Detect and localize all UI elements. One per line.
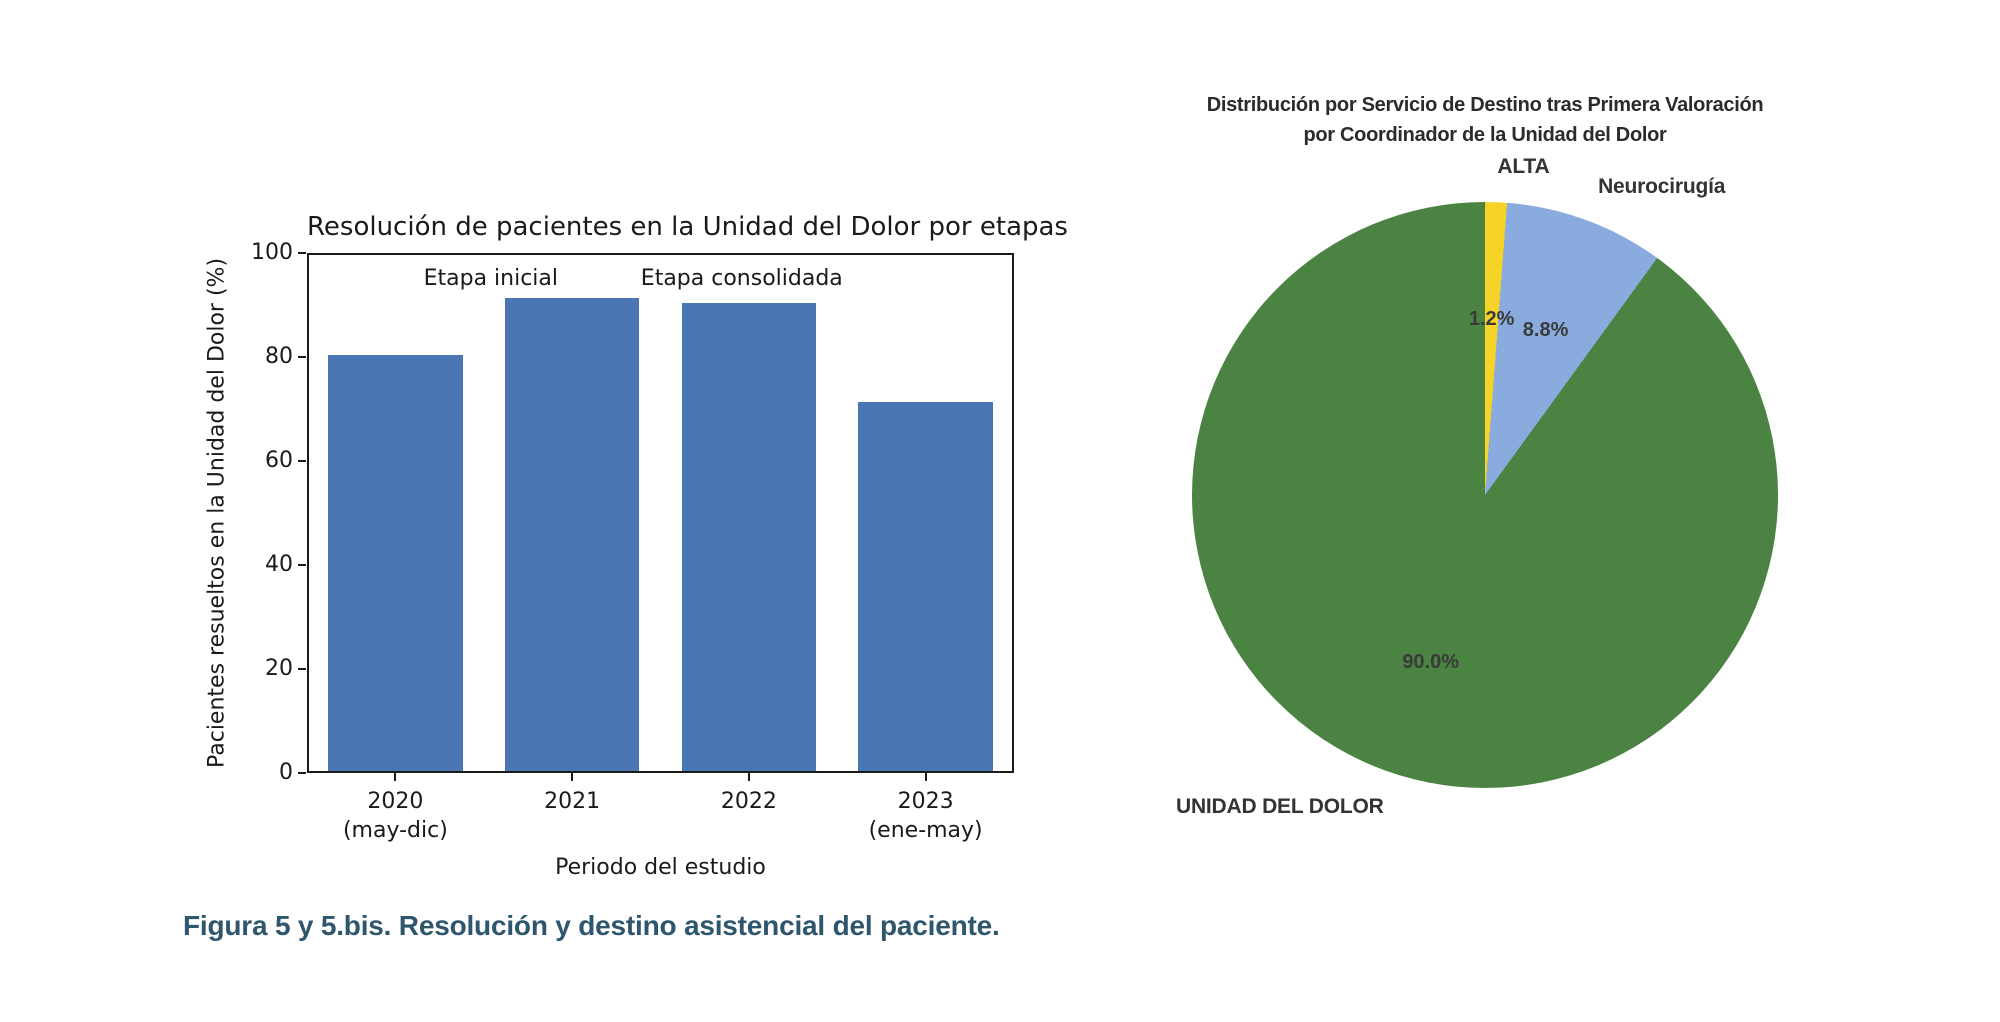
pie-chart-title-line2: por Coordinador de la Unidad del Dolor bbox=[1303, 124, 1667, 146]
pie-label-unidad-del-dolor: UNIDAD DEL DOLOR bbox=[1175, 795, 1384, 819]
y-tick-mark bbox=[298, 668, 306, 670]
bar-2021 bbox=[504, 297, 640, 771]
x-tick-label-2022: 2022 bbox=[720, 789, 777, 814]
bar-chart-x-axis-label: Periodo del estudio bbox=[555, 855, 766, 880]
x-tick-label-2021: 2021 bbox=[544, 789, 601, 814]
bar-annotation-1: Etapa consolidada bbox=[640, 266, 843, 291]
pie-pct-1.2%: 1.2% bbox=[1468, 308, 1515, 331]
pie-pct-90.0%: 90.0% bbox=[1402, 651, 1460, 674]
x-tick-mark bbox=[394, 773, 397, 781]
x-tick-mark bbox=[747, 773, 750, 781]
figure-caption: Figura 5 y 5.bis. Resolución y destino a… bbox=[183, 910, 1000, 941]
pie-pct-8.8%: 8.8% bbox=[1522, 318, 1569, 341]
bar-2023 bbox=[858, 401, 993, 771]
bar-annotation-0: Etapa inicial bbox=[423, 266, 559, 291]
y-tick-label-80: 80 bbox=[265, 344, 293, 369]
bar-2020 bbox=[328, 355, 463, 771]
x-tick-label-2020: 2020 (may-dic) bbox=[342, 789, 448, 843]
x-tick-label-2023: 2023 (ene-may) bbox=[868, 789, 983, 843]
bar-chart-title: Resolución de pacientes en la Unidad del… bbox=[307, 212, 1068, 242]
pie-chart-title: Distribución por Servicio de Destino tra… bbox=[1085, 90, 1885, 150]
pie-label-alta: ALTA bbox=[1497, 155, 1550, 179]
y-tick-label-100: 100 bbox=[251, 240, 293, 265]
y-tick-mark bbox=[298, 772, 306, 774]
pie-label-neurocirugía: Neurocirugía bbox=[1598, 174, 1726, 198]
y-tick-label-40: 40 bbox=[265, 552, 293, 577]
bar-2022 bbox=[681, 303, 817, 771]
y-tick-mark bbox=[298, 356, 306, 358]
bar-chart-y-axis-label: Pacientes resueltos en la Unidad del Dol… bbox=[204, 257, 230, 769]
pie-graphic bbox=[1192, 202, 1778, 788]
y-tick-label-20: 20 bbox=[265, 656, 293, 681]
y-tick-label-60: 60 bbox=[265, 448, 293, 473]
bar-chart-plot-area bbox=[307, 253, 1014, 773]
x-tick-mark bbox=[571, 773, 574, 781]
y-tick-mark bbox=[298, 564, 306, 566]
y-tick-label-0: 0 bbox=[279, 760, 293, 785]
pie-chart-title-line1: Distribución por Servicio de Destino tra… bbox=[1206, 94, 1764, 116]
y-tick-mark bbox=[298, 252, 306, 254]
x-tick-mark bbox=[924, 773, 927, 781]
y-tick-mark bbox=[298, 460, 306, 462]
